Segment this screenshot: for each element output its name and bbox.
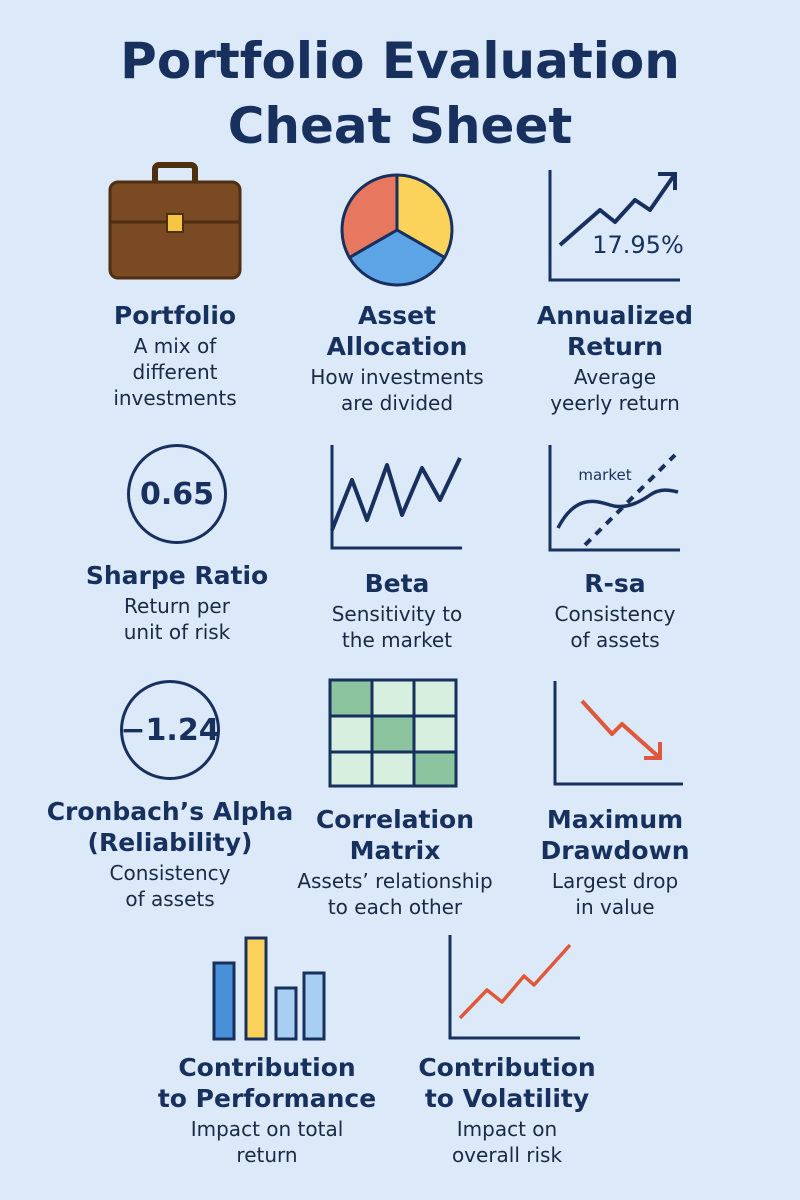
market-label: market: [578, 466, 631, 484]
card-description: overall risk: [451, 1143, 563, 1167]
card-sharpe-ratio: 0.65 Sharpe Ratio Return per unit of ris…: [52, 444, 302, 645]
card-description: Impact on total: [190, 1117, 344, 1141]
card-title: Annualized: [536, 301, 694, 330]
market-regression-icon: market: [548, 445, 680, 552]
card-correlation-matrix: Correlation Matrix Assets’ relationship …: [270, 676, 520, 920]
card-description: of assets: [125, 887, 215, 911]
card-description: Impact on: [456, 1117, 558, 1141]
briefcase-icon: [108, 162, 242, 280]
card-title: Correlation: [315, 805, 475, 834]
card-cronbachs-alpha: −1.24 Cronbach’s Alpha (Reliability) Con…: [45, 680, 295, 912]
sharpe-value: 0.65: [139, 476, 215, 512]
bar-chart-icon: [212, 936, 326, 1041]
volatility-line-icon: [448, 935, 580, 1040]
value-circle-icon: −1.24: [120, 680, 220, 780]
card-title: R-sa: [584, 569, 646, 598]
page-title: Portfolio Evaluation: [120, 32, 680, 90]
return-value: 17.95%: [592, 231, 684, 259]
card-description: A mix of: [133, 334, 217, 358]
card-asset-allocation: Asset Allocation How investments are div…: [272, 160, 522, 416]
value-circle-icon: 0.65: [127, 444, 227, 544]
card-description: Assets’ relationship: [297, 869, 493, 893]
card-r-squared: market R-sa Consistency of assets: [490, 440, 740, 653]
card-title: (Reliability): [87, 828, 253, 857]
matrix-grid-icon: [328, 678, 458, 788]
zigzag-chart-icon: [330, 445, 462, 550]
rising-chart-icon: 17.95%: [548, 170, 684, 282]
card-description: to each other: [327, 895, 463, 919]
card-maximum-drawdown: Maximum Drawdown Largest drop in value: [490, 676, 740, 920]
card-description: yeerly return: [550, 391, 680, 415]
card-portfolio: Portfolio A mix of different investments: [50, 160, 300, 411]
card-title: to Volatility: [424, 1084, 590, 1113]
card-beta: Beta Sensitivity to the market: [272, 440, 522, 653]
card-description: Largest drop: [551, 869, 679, 893]
card-description: Sensitivity to: [331, 602, 463, 626]
card-title: Return: [566, 332, 664, 361]
card-title: Drawdown: [540, 836, 690, 865]
card-description: different: [132, 360, 218, 384]
pie-chart-icon: [340, 173, 454, 287]
card-description: are divided: [340, 391, 454, 415]
card-contribution-volatility: Contribution to Volatility Impact on ove…: [382, 930, 632, 1168]
card-description: the market: [341, 628, 453, 652]
card-title: Maximum: [546, 805, 684, 834]
page-subtitle: Cheat Sheet: [227, 97, 573, 155]
alpha-value: −1.24: [120, 712, 220, 748]
card-description: in value: [575, 895, 655, 919]
card-title: Matrix: [349, 836, 441, 865]
card-description: return: [236, 1143, 298, 1167]
card-title: to Performance: [157, 1084, 377, 1113]
card-description: investments: [113, 386, 237, 410]
card-description: Consistency: [109, 861, 231, 885]
card-description: How investments: [310, 365, 484, 389]
card-description: Return per: [124, 594, 230, 618]
card-title: Allocation: [326, 332, 468, 361]
card-title: Contribution: [178, 1053, 356, 1082]
card-annualized-return: 17.95% Annualized Return Average yeerly …: [490, 160, 740, 416]
falling-chart-icon: [553, 681, 683, 786]
card-description: unit of risk: [123, 620, 231, 644]
card-title: Portfolio: [113, 301, 237, 330]
card-description: Consistency: [554, 602, 676, 626]
card-title: Contribution: [418, 1053, 596, 1082]
card-description: of assets: [570, 628, 660, 652]
card-description: Average: [573, 365, 657, 389]
card-title: Sharpe Ratio: [85, 561, 269, 590]
card-title: Cronbach’s Alpha: [46, 797, 294, 826]
card-title: Beta: [364, 569, 430, 598]
card-title: Asset: [357, 301, 436, 330]
card-contribution-performance: Contribution to Performance Impact on to…: [142, 930, 392, 1168]
